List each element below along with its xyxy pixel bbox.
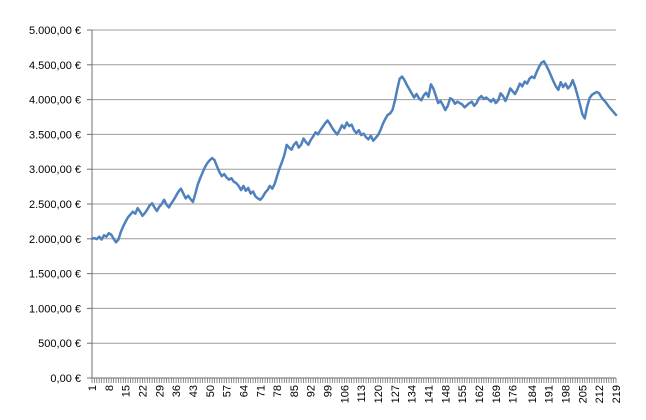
- x-tick-label: 205: [577, 385, 589, 403]
- x-tick-label: 29: [154, 385, 166, 397]
- y-tick-label: 500,00 €: [38, 338, 81, 350]
- x-tick-label: 106: [339, 385, 351, 403]
- x-tick-label: 134: [407, 385, 419, 403]
- x-axis-labels: 1 8 15 22 29 36 43 50 57 64 71 78 85 92 99 106 113 120 127…: [87, 385, 623, 403]
- y-tick-label: 1.500,00 €: [29, 269, 81, 281]
- x-tick-label: 212: [594, 385, 606, 403]
- x-tick-label: 176: [508, 385, 520, 403]
- x-tick-label: 198: [561, 385, 573, 403]
- x-tick-label: 120: [373, 385, 385, 403]
- x-tick-label: 99: [323, 385, 335, 397]
- x-tick-label: 15: [121, 385, 133, 397]
- x-tick-label: 78: [272, 385, 284, 397]
- y-tick-label: 4.000,00 €: [29, 95, 81, 107]
- x-axis-category-ticks: [91, 378, 617, 383]
- y-tick-label: 3.000,00 €: [29, 164, 81, 176]
- x-tick-label: 85: [289, 385, 301, 397]
- gridlines: [92, 29, 616, 344]
- x-tick-label: 127: [390, 385, 402, 403]
- data-series-line: [90, 60, 618, 244]
- x-tick-label: 22: [137, 385, 149, 397]
- x-tick-label: 1: [87, 385, 99, 391]
- y-tick-label: 5.000,00 €: [29, 25, 81, 37]
- y-tick-label: 4.500,00 €: [29, 60, 81, 72]
- x-tick-label: 219: [611, 385, 623, 403]
- x-tick-label: 36: [171, 385, 183, 397]
- x-tick-label: 64: [238, 385, 250, 397]
- x-tick-label: 8: [104, 385, 116, 391]
- y-tick-label: 3.500,00 €: [29, 129, 81, 141]
- x-tick-label: 169: [491, 385, 503, 403]
- x-tick-label: 92: [306, 385, 318, 397]
- x-tick-label: 141: [424, 385, 436, 403]
- x-tick-label: 50: [205, 385, 217, 397]
- y-axis-labels: 0,00 € 500,00 € 1.000,00 € 1.500,00 € 2.000,…: [29, 25, 81, 385]
- x-tick-label: 113: [356, 385, 368, 403]
- x-tick-label: 191: [544, 385, 556, 403]
- y-tick-label: 1.000,00 €: [29, 303, 81, 315]
- y-tick-label: 2.000,00 €: [29, 234, 81, 246]
- x-tick-label: 155: [457, 385, 469, 403]
- y-tick-label: 2.500,00 €: [29, 199, 81, 211]
- y-tick-label: 0,00 €: [50, 373, 81, 385]
- x-tick-label: 148: [440, 385, 452, 403]
- x-tick-label: 71: [255, 385, 267, 397]
- series-polyline: [90, 60, 618, 244]
- x-tick-label: 184: [527, 385, 539, 403]
- x-tick-label: 162: [474, 385, 486, 403]
- y-axis-ticks: [87, 29, 92, 379]
- x-tick-label: 43: [188, 385, 200, 397]
- x-tick-label: 57: [222, 385, 234, 397]
